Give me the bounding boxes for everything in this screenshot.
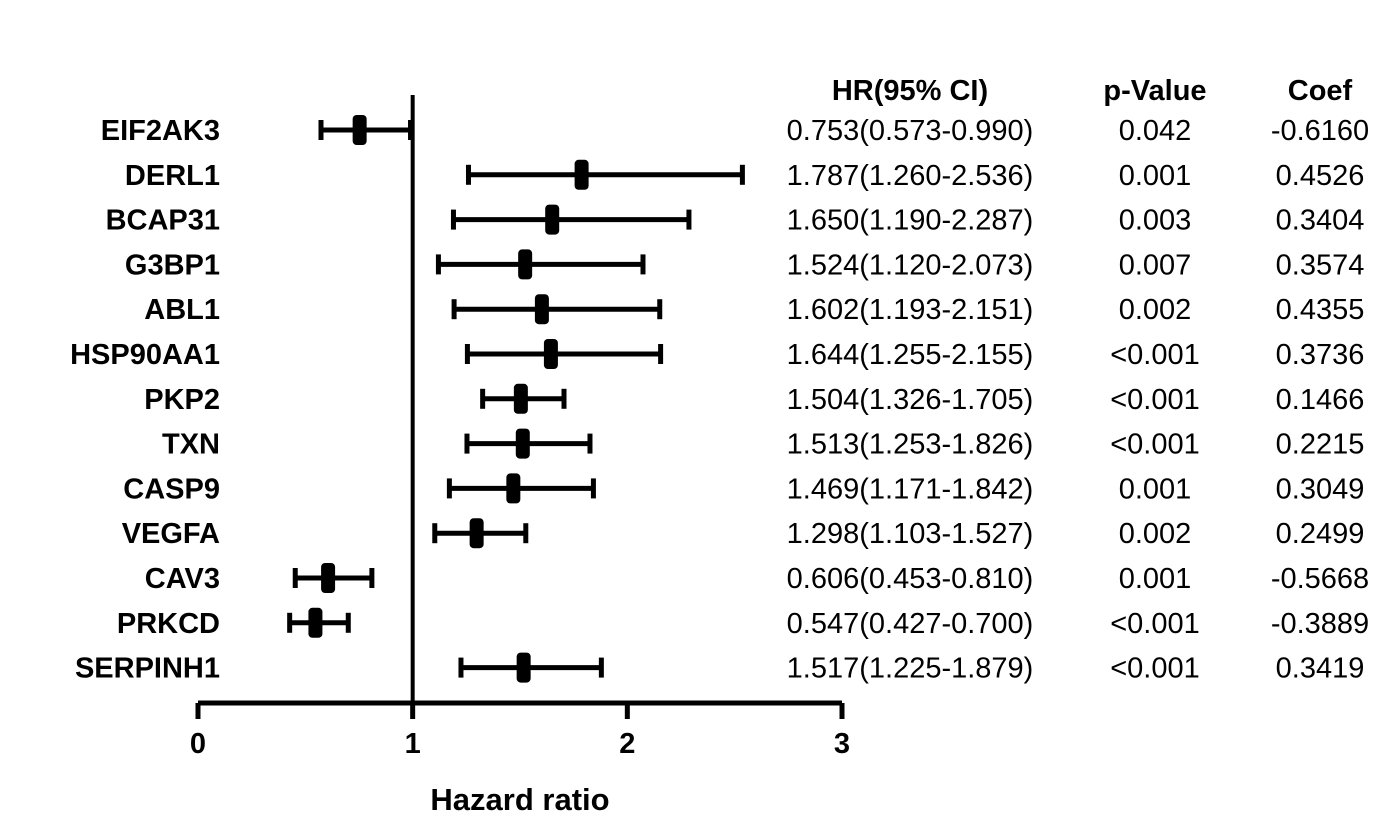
coef-value: 0.3736 bbox=[1276, 339, 1365, 371]
hr-point bbox=[574, 159, 589, 190]
column-header-p-value: p-Value bbox=[1103, 75, 1206, 107]
hr-point bbox=[469, 518, 484, 549]
gene-label: CAV3 bbox=[145, 563, 220, 595]
gene-label: PKP2 bbox=[144, 384, 220, 416]
hr-ci-value: 1.787(1.260-2.536) bbox=[787, 160, 1034, 192]
hr-point bbox=[506, 473, 521, 504]
forest-row: VEGFA 1.298(1.103-1.527) 0.002 0.2499 bbox=[122, 518, 1365, 550]
plot-rows: EIF2AK3 0.753(0.573-0.990) 0.042 -0.6160 DER… bbox=[70, 115, 1369, 685]
p-value: 0.001 bbox=[1119, 473, 1192, 505]
x-tick-label: 1 bbox=[405, 728, 421, 760]
gene-label: BCAP31 bbox=[106, 205, 220, 237]
hr-ci-value: 1.504(1.326-1.705) bbox=[787, 384, 1034, 416]
forest-row: DERL1 1.787(1.260-2.536) 0.001 0.4526 bbox=[125, 159, 1365, 192]
p-value: 0.002 bbox=[1119, 518, 1192, 550]
coef-value: -0.5668 bbox=[1271, 563, 1369, 595]
p-value: 0.001 bbox=[1119, 160, 1192, 192]
p-value: 0.042 bbox=[1119, 115, 1192, 147]
hr-ci-value: 1.469(1.171-1.842) bbox=[787, 473, 1034, 505]
hr-point bbox=[308, 607, 323, 638]
forest-row: SERPINH1 1.517(1.225-1.879) <0.001 0.3419 bbox=[75, 652, 1365, 685]
p-value: <0.001 bbox=[1110, 339, 1200, 371]
coef-value: 0.3574 bbox=[1276, 249, 1365, 281]
forest-row: CASP9 1.469(1.171-1.842) 0.001 0.3049 bbox=[123, 473, 1364, 505]
forest-row: HSP90AA1 1.644(1.255-2.155) <0.001 0.3736 bbox=[70, 339, 1364, 371]
x-axis: 0 1 2 3 bbox=[190, 700, 850, 760]
gene-label: TXN bbox=[162, 429, 220, 461]
p-value: 0.007 bbox=[1119, 249, 1192, 281]
coef-value: -0.3889 bbox=[1271, 608, 1369, 640]
p-value: 0.003 bbox=[1119, 205, 1192, 237]
coef-value: 0.3404 bbox=[1276, 205, 1365, 237]
gene-label: VEGFA bbox=[122, 518, 220, 550]
coef-value: 0.4526 bbox=[1276, 160, 1365, 192]
hr-ci-value: 1.513(1.253-1.826) bbox=[787, 429, 1034, 461]
x-tick-label: 2 bbox=[619, 728, 635, 760]
hr-point bbox=[515, 428, 530, 459]
column-header-coef: Coef bbox=[1288, 75, 1353, 107]
hr-point bbox=[321, 563, 336, 593]
hr-point bbox=[516, 652, 531, 683]
p-value: <0.001 bbox=[1110, 653, 1200, 685]
hr-point bbox=[545, 204, 560, 235]
hr-ci-value: 1.517(1.225-1.879) bbox=[787, 653, 1034, 685]
gene-label: PRKCD bbox=[117, 608, 220, 640]
forest-row: ABL1 1.602(1.193-2.151) 0.002 0.4355 bbox=[144, 294, 1364, 326]
gene-label: G3BP1 bbox=[125, 249, 220, 281]
p-value: <0.001 bbox=[1110, 608, 1200, 640]
p-value: 0.001 bbox=[1119, 563, 1192, 595]
hr-point bbox=[518, 249, 533, 280]
hr-point bbox=[513, 383, 528, 414]
forest-row: PRKCD 0.547(0.427-0.700) <0.001 -0.3889 bbox=[117, 607, 1369, 640]
coef-value: 0.3419 bbox=[1276, 653, 1365, 685]
gene-label: HSP90AA1 bbox=[70, 339, 220, 371]
hr-ci-value: 1.298(1.103-1.527) bbox=[787, 518, 1034, 550]
gene-label: ABL1 bbox=[144, 294, 220, 326]
forest-row: CAV3 0.606(0.453-0.810) 0.001 -0.5668 bbox=[145, 563, 1369, 595]
column-headers: HR(95% CI) p-Value Coef bbox=[832, 75, 1353, 107]
forest-row: PKP2 1.504(1.326-1.705) <0.001 0.1466 bbox=[144, 383, 1365, 416]
hr-point bbox=[352, 115, 367, 145]
coef-value: 0.4355 bbox=[1276, 294, 1365, 326]
hr-ci-value: 0.606(0.453-0.810) bbox=[787, 563, 1034, 595]
hr-ci-value: 1.602(1.193-2.151) bbox=[787, 294, 1034, 326]
hr-ci-value: 1.650(1.190-2.287) bbox=[787, 205, 1034, 237]
coef-value: -0.6160 bbox=[1271, 115, 1369, 147]
coef-value: 0.1466 bbox=[1276, 384, 1365, 416]
forest-row: G3BP1 1.524(1.120-2.073) 0.007 0.3574 bbox=[125, 249, 1364, 281]
gene-label: SERPINH1 bbox=[75, 653, 220, 685]
x-tick-label: 3 bbox=[834, 728, 850, 760]
hr-ci-value: 0.753(0.573-0.990) bbox=[787, 115, 1034, 147]
x-axis-label: Hazard ratio bbox=[430, 782, 609, 815]
x-tick-label: 0 bbox=[190, 728, 206, 760]
forest-row: TXN 1.513(1.253-1.826) <0.001 0.2215 bbox=[162, 428, 1365, 461]
coef-value: 0.3049 bbox=[1276, 473, 1365, 505]
coef-value: 0.2499 bbox=[1276, 518, 1365, 550]
p-value: 0.002 bbox=[1119, 294, 1192, 326]
hr-point bbox=[534, 294, 549, 325]
coef-value: 0.2215 bbox=[1276, 429, 1365, 461]
hr-ci-value: 1.524(1.120-2.073) bbox=[787, 249, 1034, 281]
hr-ci-value: 1.644(1.255-2.155) bbox=[787, 339, 1034, 371]
p-value: <0.001 bbox=[1110, 384, 1200, 416]
hr-point bbox=[543, 339, 558, 369]
gene-label: DERL1 bbox=[125, 160, 220, 192]
column-header-hr-ci: HR(95% CI) bbox=[832, 75, 988, 107]
forest-row: EIF2AK3 0.753(0.573-0.990) 0.042 -0.6160 bbox=[101, 115, 1369, 147]
forest-row: BCAP31 1.650(1.190-2.287) 0.003 0.3404 bbox=[106, 204, 1365, 237]
gene-label: CASP9 bbox=[123, 473, 220, 505]
hr-ci-value: 0.547(0.427-0.700) bbox=[787, 608, 1034, 640]
p-value: <0.001 bbox=[1110, 429, 1200, 461]
gene-label: EIF2AK3 bbox=[101, 115, 220, 147]
